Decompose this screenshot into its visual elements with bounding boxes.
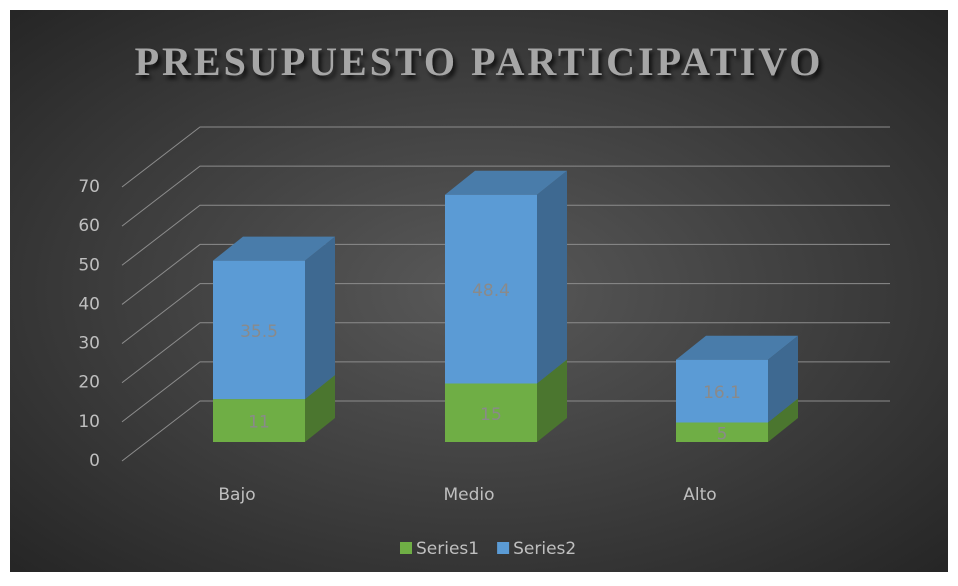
grid-line [121, 126, 890, 188]
legend-swatch [400, 542, 412, 554]
legend-label: Series1 [416, 539, 479, 559]
y-tick-label: 70 [78, 177, 100, 197]
bar [445, 383, 537, 442]
bar [445, 194, 537, 384]
y-tick-label: 40 [78, 294, 100, 314]
bar-top [676, 335, 798, 360]
y-tick-label: 60 [78, 216, 100, 236]
grid-line [121, 361, 890, 423]
bar-side [305, 236, 335, 400]
bar-side [768, 335, 798, 423]
data-label: 5 [717, 424, 728, 444]
bar-top [445, 170, 567, 195]
bar [676, 359, 768, 423]
grid-line [121, 400, 890, 462]
data-label: 11 [248, 413, 270, 433]
bar-side [537, 359, 567, 442]
y-tick-label: 20 [78, 373, 100, 393]
bar [676, 422, 768, 442]
bar-side [768, 398, 798, 442]
y-tick-label: 0 [89, 451, 100, 471]
grid-line [121, 322, 890, 384]
legend-swatch [497, 542, 510, 554]
bar-side [537, 170, 567, 384]
grid-line [121, 283, 890, 344]
data-label: 16.1 [703, 383, 741, 403]
bar-top [213, 236, 335, 261]
x-tick-label: Alto [683, 485, 716, 505]
grid-line [121, 204, 890, 266]
legend-label: Series2 [513, 539, 576, 559]
bar-side [305, 375, 335, 442]
data-label: 35.5 [240, 322, 278, 342]
grid-line [121, 165, 890, 227]
y-tick-label: 50 [78, 255, 100, 275]
bar [213, 260, 305, 400]
x-tick-label: Medio [443, 485, 494, 505]
y-tick-label: 10 [78, 412, 100, 432]
data-label: 48.4 [472, 281, 510, 301]
data-label: 15 [480, 405, 502, 425]
bar [213, 399, 305, 442]
y-tick-label: 30 [78, 334, 100, 354]
x-tick-label: Bajo [218, 485, 255, 505]
chart-title: PRESUPUESTO PARTICIPATIVO [135, 39, 824, 84]
grid-line [121, 243, 890, 305]
